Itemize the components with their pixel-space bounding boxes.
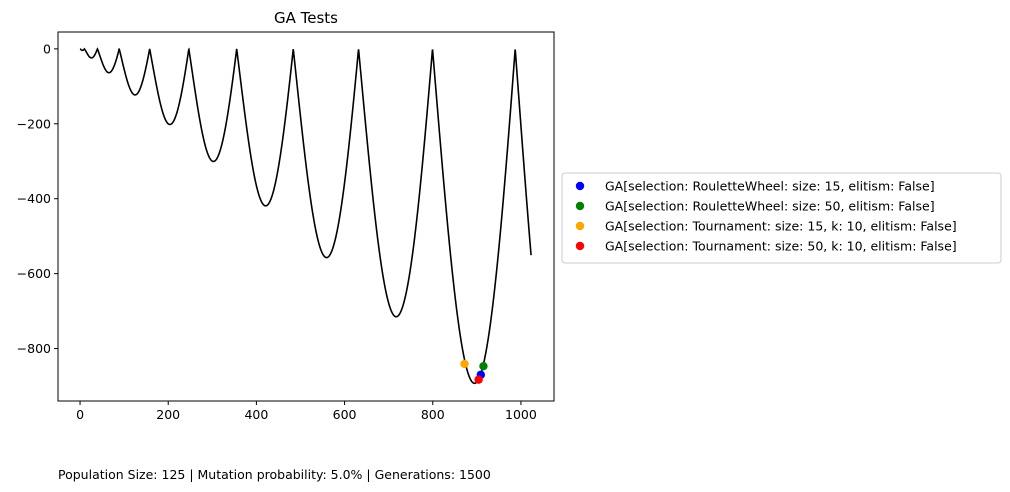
axes: 0 200 400 600 800 1000 0 −200 −400 −600 −800 <box>17 31 555 422</box>
function-line <box>79 47 532 385</box>
chart-title: GA Tests <box>274 9 338 27</box>
legend-label-0: GA[selection: RouletteWheel: size: 15, e… <box>605 179 935 194</box>
x-tick-label-1: 200 <box>156 407 180 422</box>
legend-marker-0 <box>575 181 585 191</box>
legend: GA[selection: RouletteWheel: size: 15, e… <box>561 172 1002 264</box>
x-tick-label-5: 1000 <box>505 407 537 422</box>
x-tick-label-4: 800 <box>421 407 445 422</box>
y-tick-label-3: −600 <box>17 266 51 281</box>
caption: Population Size: 125 | Mutation probabil… <box>58 467 491 482</box>
y-tick-label-4: −800 <box>17 341 51 356</box>
x-tick-label-2: 400 <box>244 407 268 422</box>
plot-area <box>79 47 532 385</box>
y-tick-label-0: 0 <box>43 41 51 56</box>
scatter-point-2 <box>460 359 469 369</box>
scatter-point-1 <box>479 361 488 371</box>
legend-label-3: GA[selection: Tournament: size: 50, k: 1… <box>605 239 957 254</box>
x-tick-label-0: 0 <box>76 407 84 422</box>
y-tick-label-2: −400 <box>17 191 51 206</box>
axes-frame <box>57 31 555 402</box>
legend-label-2: GA[selection: Tournament: size: 15, k: 1… <box>605 219 957 234</box>
scatter-point-3 <box>474 375 483 384</box>
legend-box <box>561 172 1002 264</box>
legend-label-1: GA[selection: RouletteWheel: size: 50, e… <box>605 199 935 214</box>
x-tick-label-3: 600 <box>333 407 357 422</box>
legend-marker-1 <box>575 201 585 211</box>
legend-marker-2 <box>575 221 585 231</box>
y-tick-label-1: −200 <box>17 116 51 131</box>
legend-marker-3 <box>575 241 585 251</box>
